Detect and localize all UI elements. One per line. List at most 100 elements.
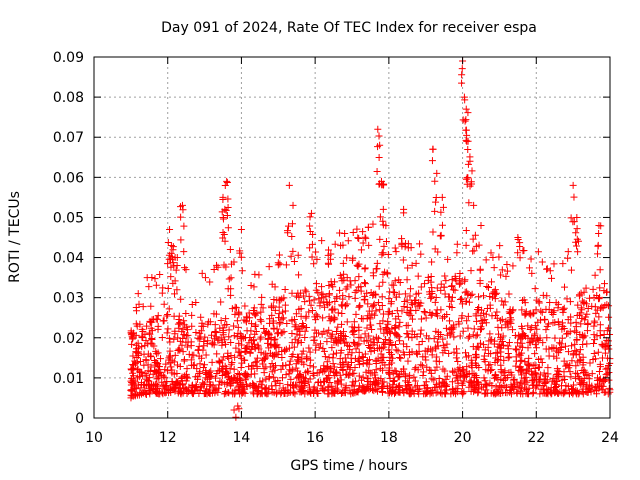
data-point	[577, 356, 585, 364]
data-point	[598, 303, 606, 311]
data-point	[467, 292, 475, 300]
data-point	[449, 368, 457, 376]
data-point	[432, 327, 440, 335]
data-point	[253, 387, 261, 395]
data-point	[429, 145, 437, 153]
data-point	[388, 325, 396, 333]
data-point	[226, 365, 234, 373]
data-point	[285, 370, 293, 378]
data-point	[379, 317, 387, 325]
data-point	[441, 290, 449, 298]
data-point	[403, 303, 411, 311]
data-point	[579, 334, 587, 342]
data-point	[404, 264, 412, 272]
data-point	[231, 353, 239, 361]
data-point	[143, 375, 151, 383]
data-point	[351, 389, 359, 397]
data-point	[379, 358, 387, 366]
data-point	[258, 293, 266, 301]
data-point	[453, 349, 461, 357]
data-point	[196, 335, 204, 343]
data-point	[158, 289, 166, 297]
data-point	[601, 349, 609, 357]
data-point	[558, 376, 566, 384]
data-point	[217, 317, 225, 324]
data-point	[271, 306, 279, 314]
data-point	[500, 356, 508, 364]
data-point	[231, 310, 239, 318]
data-point	[317, 340, 325, 348]
data-point	[197, 327, 205, 335]
data-point	[325, 246, 333, 254]
data-point	[448, 304, 456, 312]
data-point	[339, 259, 347, 267]
data-point	[354, 341, 362, 349]
data-point	[294, 289, 302, 297]
data-point	[230, 406, 238, 414]
data-point	[466, 157, 474, 165]
data-point	[521, 377, 529, 385]
data-point	[395, 290, 403, 298]
data-point	[246, 333, 254, 341]
data-point	[423, 363, 431, 371]
data-point	[486, 361, 494, 369]
data-point	[148, 334, 156, 342]
data-point	[418, 362, 426, 370]
data-point	[579, 390, 587, 398]
data-point	[188, 361, 196, 369]
data-point	[488, 366, 496, 374]
data-point	[350, 326, 358, 334]
data-point	[470, 201, 478, 209]
data-point	[206, 278, 214, 286]
data-point	[306, 213, 314, 221]
data-point	[384, 251, 392, 259]
data-point	[328, 344, 336, 352]
data-point	[404, 330, 412, 338]
data-point	[368, 325, 376, 333]
data-point	[594, 295, 602, 303]
data-point	[494, 349, 502, 357]
data-point	[245, 314, 253, 322]
data-point	[349, 229, 357, 237]
data-point	[533, 325, 541, 333]
data-point	[267, 302, 275, 310]
data-point	[171, 351, 179, 359]
data-point	[327, 365, 335, 373]
data-point	[442, 324, 450, 332]
data-point	[257, 300, 265, 308]
data-point	[137, 368, 145, 376]
data-point	[329, 354, 337, 362]
data-point	[572, 362, 580, 370]
data-point	[464, 109, 472, 117]
y-tick-label: 0.07	[53, 130, 84, 146]
data-point	[443, 331, 451, 339]
data-point	[543, 265, 551, 273]
data-point	[531, 350, 539, 358]
data-point	[247, 281, 255, 289]
data-point	[591, 336, 599, 344]
data-point	[222, 315, 230, 323]
data-point	[575, 292, 583, 300]
data-point	[590, 350, 598, 358]
data-point	[145, 283, 153, 291]
data-point	[348, 256, 356, 264]
data-point	[256, 378, 264, 386]
data-point	[416, 302, 424, 310]
data-point	[224, 224, 232, 232]
data-point	[350, 382, 358, 390]
data-point	[324, 364, 332, 372]
data-point	[289, 366, 297, 374]
data-point	[223, 211, 231, 219]
data-point	[503, 267, 511, 275]
data-point	[167, 273, 175, 281]
data-point	[147, 363, 155, 371]
data-point	[318, 237, 326, 245]
data-point	[486, 304, 494, 312]
data-point	[167, 363, 175, 371]
data-point	[502, 272, 510, 280]
data-point	[571, 347, 579, 355]
data-point	[257, 349, 265, 357]
data-point	[417, 361, 425, 369]
data-point	[241, 344, 249, 352]
data-point	[139, 334, 147, 342]
